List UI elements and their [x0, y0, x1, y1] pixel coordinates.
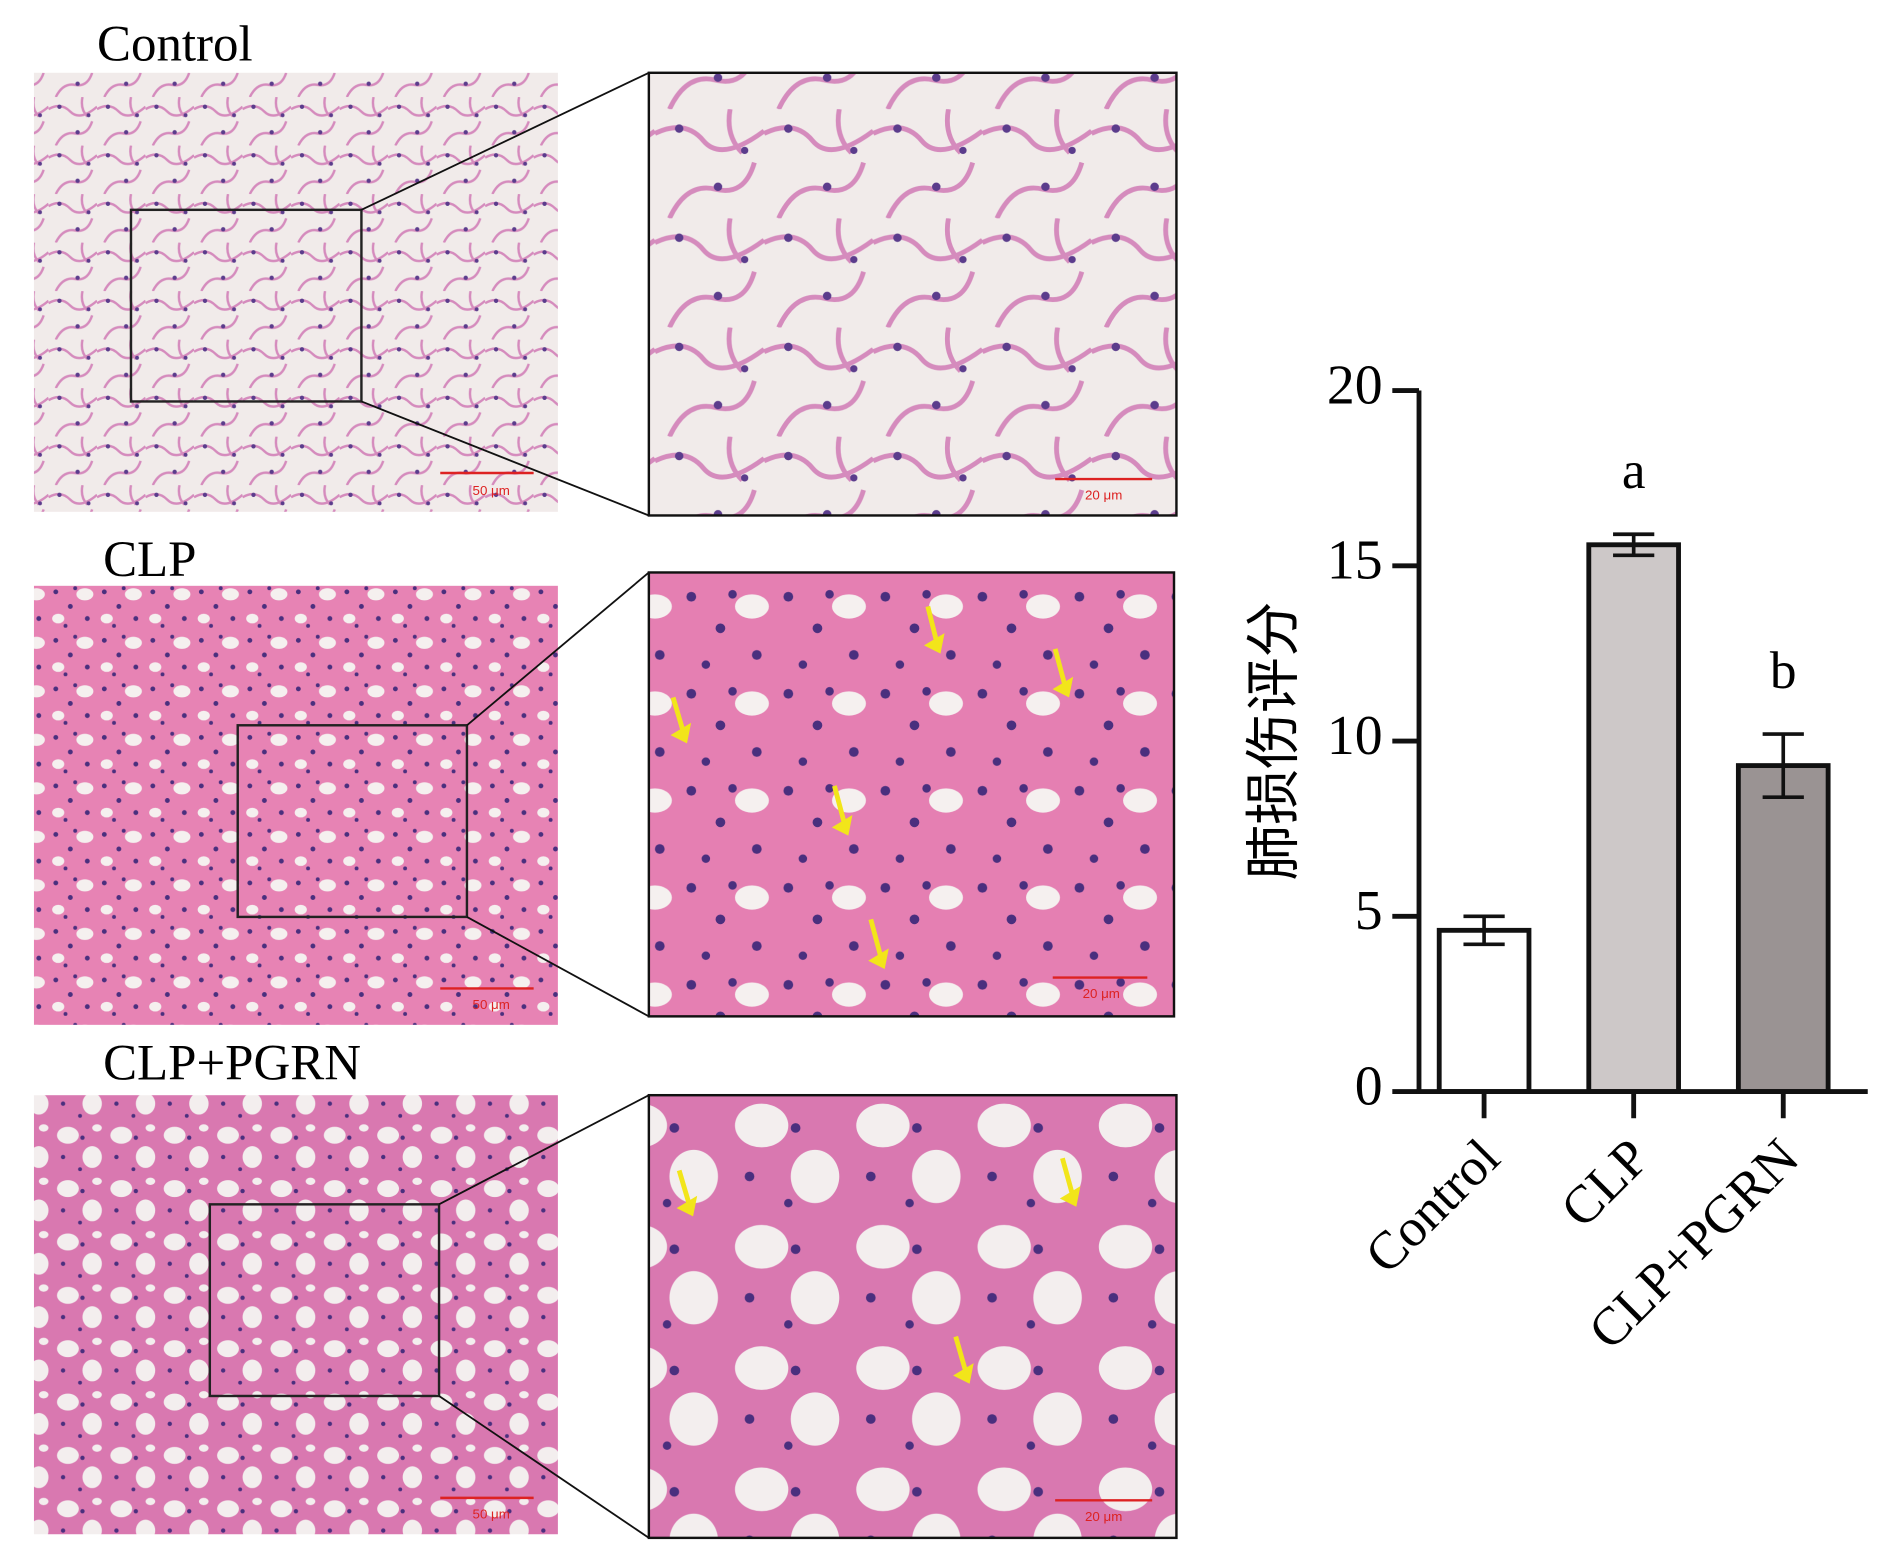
scale-bar-label: 20 μm: [1085, 1509, 1122, 1524]
significance-label: b: [1770, 640, 1797, 700]
x-tick-label: Control: [1353, 1127, 1511, 1285]
y-tick-label: 20: [1327, 354, 1383, 416]
y-axis-label: 肺损伤评分: [1243, 602, 1305, 881]
panel-label: Control: [97, 17, 253, 73]
bar: [1586, 542, 1681, 1094]
zoom-micrograph: [647, 71, 1178, 517]
connector: [466, 916, 650, 1018]
inset-box: [129, 208, 363, 403]
y-tick-label: 0: [1355, 1055, 1383, 1117]
y-tick-label: 15: [1327, 530, 1383, 592]
scale-bar-label: 50 μm: [473, 1506, 510, 1521]
connector: [361, 400, 650, 517]
bar: [1735, 763, 1831, 1094]
zoom-micrograph: [647, 571, 1176, 1018]
y-tick-label: 5: [1355, 880, 1383, 942]
significance-label: a: [1622, 440, 1646, 500]
micrograph: [33, 1095, 558, 1535]
scale-bar-label: 50 μm: [473, 997, 510, 1012]
connector: [466, 571, 650, 726]
panel-label: CLP: [103, 532, 196, 588]
micrograph: [33, 72, 558, 512]
panel-label: CLP+PGRN: [103, 1035, 361, 1091]
connector: [438, 1395, 650, 1539]
x-tick-label: CLP: [1549, 1127, 1661, 1239]
connector: [438, 1094, 650, 1206]
micrograph: [33, 585, 558, 1025]
scale-bar-label: 20 μm: [1085, 488, 1122, 503]
scale-bar-label: 50 μm: [473, 483, 510, 498]
arrows: [670, 605, 1074, 970]
arrows: [676, 1157, 1081, 1384]
zoom-micrograph: [647, 1093, 1178, 1540]
inset-box: [208, 1203, 441, 1398]
bar: [1436, 927, 1532, 1094]
scale-bar-label: 20 μm: [1083, 986, 1120, 1001]
inset-box: [236, 724, 469, 919]
connector: [361, 71, 650, 211]
y-tick-label: 10: [1327, 705, 1383, 767]
